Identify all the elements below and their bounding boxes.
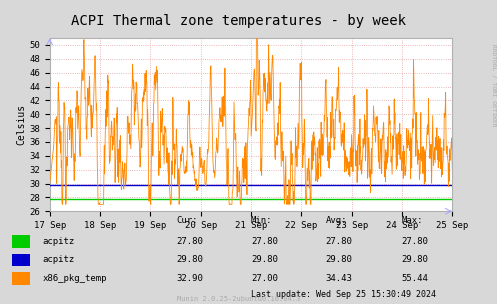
Text: x86_pkg_temp: x86_pkg_temp	[42, 274, 107, 283]
Text: 27.80: 27.80	[402, 237, 428, 246]
Text: Cur:: Cur:	[176, 216, 198, 225]
Text: 27.00: 27.00	[251, 274, 278, 283]
Text: Avg:: Avg:	[326, 216, 347, 225]
Text: Max:: Max:	[402, 216, 423, 225]
Text: Munin 2.0.25-2ubuntu0.16.04.3: Munin 2.0.25-2ubuntu0.16.04.3	[177, 296, 300, 302]
Text: 27.80: 27.80	[176, 237, 203, 246]
Text: 27.80: 27.80	[326, 237, 352, 246]
Text: RRDTOOL / TOBI OETIKER: RRDTOOL / TOBI OETIKER	[491, 44, 496, 126]
Text: 27.80: 27.80	[251, 237, 278, 246]
Text: ACPI Thermal zone temperatures - by week: ACPI Thermal zone temperatures - by week	[71, 14, 406, 28]
Y-axis label: Celsius: Celsius	[16, 104, 26, 145]
Text: Min:: Min:	[251, 216, 272, 225]
Text: 29.80: 29.80	[326, 255, 352, 264]
Text: 55.44: 55.44	[402, 274, 428, 283]
Text: Last update: Wed Sep 25 15:30:49 2024: Last update: Wed Sep 25 15:30:49 2024	[251, 290, 436, 299]
Text: 29.80: 29.80	[251, 255, 278, 264]
Text: acpitz: acpitz	[42, 237, 75, 246]
Text: 34.43: 34.43	[326, 274, 352, 283]
Text: 29.80: 29.80	[402, 255, 428, 264]
Text: acpitz: acpitz	[42, 255, 75, 264]
Text: 32.90: 32.90	[176, 274, 203, 283]
Text: 29.80: 29.80	[176, 255, 203, 264]
